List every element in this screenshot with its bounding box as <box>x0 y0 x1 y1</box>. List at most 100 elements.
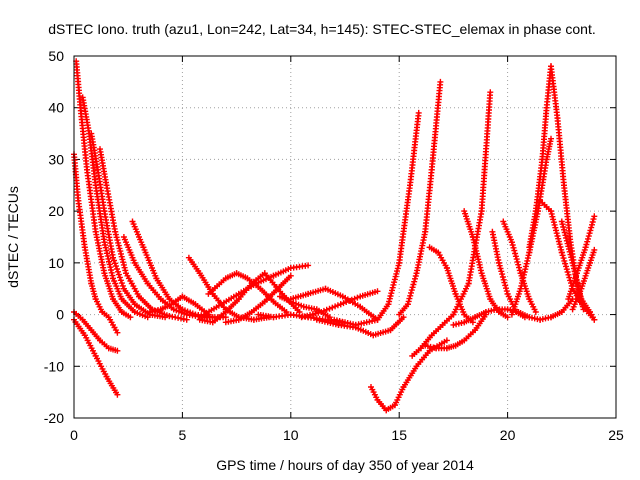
y-axis-label: dSTEC / TECUs <box>5 186 21 288</box>
data-point-plus <box>516 264 522 271</box>
data-point-plus <box>511 247 518 254</box>
y-tick-label: 50 <box>48 48 64 64</box>
y-tick-label: 30 <box>48 151 64 167</box>
data-point-plus <box>586 230 593 237</box>
data-point-plus <box>566 248 573 255</box>
data-point-plus <box>563 263 569 270</box>
data-point-plus <box>348 296 355 303</box>
data-series-layer <box>71 58 598 414</box>
data-point-plus <box>326 314 333 321</box>
data-point-plus <box>411 278 418 285</box>
data-point-plus <box>532 309 539 315</box>
data-series <box>526 63 554 251</box>
data-point-plus <box>510 244 517 251</box>
data-point-plus <box>588 224 595 231</box>
data-point-plus <box>516 267 523 274</box>
data-point-plus <box>503 288 510 295</box>
data-point-plus <box>110 254 116 261</box>
data-series <box>515 296 576 323</box>
data-point-plus <box>584 238 591 245</box>
data-point-plus <box>591 213 598 220</box>
data-point-plus <box>104 253 111 260</box>
data-point-plus <box>497 265 504 272</box>
data-point-plus <box>504 314 511 321</box>
data-series <box>129 218 216 321</box>
data-point-plus <box>183 316 190 323</box>
x-tick-label: 15 <box>391 427 407 443</box>
data-point-plus <box>115 239 122 246</box>
y-tick-label: -20 <box>44 410 64 426</box>
data-point-plus <box>115 271 122 278</box>
data-point-plus <box>498 268 505 275</box>
data-point-plus <box>496 262 503 269</box>
data-point-plus <box>304 312 311 319</box>
data-series <box>569 246 598 313</box>
data-point-plus <box>320 307 327 314</box>
data-point-plus <box>502 282 509 289</box>
data-point-plus <box>334 302 341 309</box>
data-point-plus <box>116 245 123 252</box>
data-series <box>298 288 381 321</box>
data-point-plus <box>495 259 502 266</box>
data-point-plus <box>550 216 557 223</box>
x-tick-label: 0 <box>70 427 78 443</box>
data-point-plus <box>346 297 352 304</box>
data-point-plus <box>117 277 124 284</box>
data-point-plus <box>298 314 305 321</box>
data-point-plus <box>415 109 422 116</box>
data-series <box>71 309 121 354</box>
data-point-plus <box>437 78 444 85</box>
data-point-plus <box>560 255 567 262</box>
data-point-plus <box>564 269 571 275</box>
y-tick-label: 10 <box>48 255 64 271</box>
data-point-plus <box>412 275 418 282</box>
data-point-plus <box>558 249 565 256</box>
data-series <box>422 311 489 352</box>
data-point-plus <box>499 274 506 280</box>
data-point-plus <box>512 250 519 257</box>
data-point-plus <box>209 314 216 321</box>
data-point-plus <box>400 314 407 321</box>
data-point-plus <box>114 391 121 398</box>
series-line <box>428 246 474 324</box>
data-point-plus <box>590 216 597 223</box>
data-point-plus <box>343 299 350 305</box>
data-series <box>71 151 121 336</box>
data-point-plus <box>323 306 330 313</box>
data-series <box>500 218 539 315</box>
data-point-plus <box>332 303 339 310</box>
data-point-plus <box>114 329 121 336</box>
data-point-plus <box>503 285 509 292</box>
data-series <box>222 272 294 326</box>
data-point-plus <box>553 230 560 237</box>
data-point-plus <box>102 244 109 251</box>
data-point-plus <box>563 235 570 241</box>
data-point-plus <box>585 235 591 242</box>
data-point-plus <box>410 281 417 288</box>
data-point-plus <box>512 253 519 260</box>
data-series <box>508 135 554 318</box>
data-point-plus <box>409 284 416 291</box>
data-point-plus <box>499 271 506 278</box>
data-series <box>331 109 422 328</box>
data-point-plus <box>119 282 126 289</box>
x-tick-label: 25 <box>608 427 624 443</box>
data-point-plus <box>127 314 134 321</box>
data-series <box>88 130 169 321</box>
data-series <box>73 58 134 321</box>
data-point-plus <box>114 347 121 354</box>
data-series <box>565 213 598 303</box>
data-series <box>71 316 121 398</box>
data-series <box>97 146 190 323</box>
data-point-plus <box>556 241 563 248</box>
data-point-plus <box>591 246 598 253</box>
data-point-plus <box>387 293 394 299</box>
data-point-plus <box>591 316 598 323</box>
data-point-plus <box>583 241 590 248</box>
data-point-plus <box>113 263 119 270</box>
data-point-plus <box>287 272 294 279</box>
y-tick-label: 0 <box>56 307 64 323</box>
data-point-plus <box>515 261 522 268</box>
data-point-plus <box>443 337 450 344</box>
x-tick-label: 5 <box>179 427 187 443</box>
